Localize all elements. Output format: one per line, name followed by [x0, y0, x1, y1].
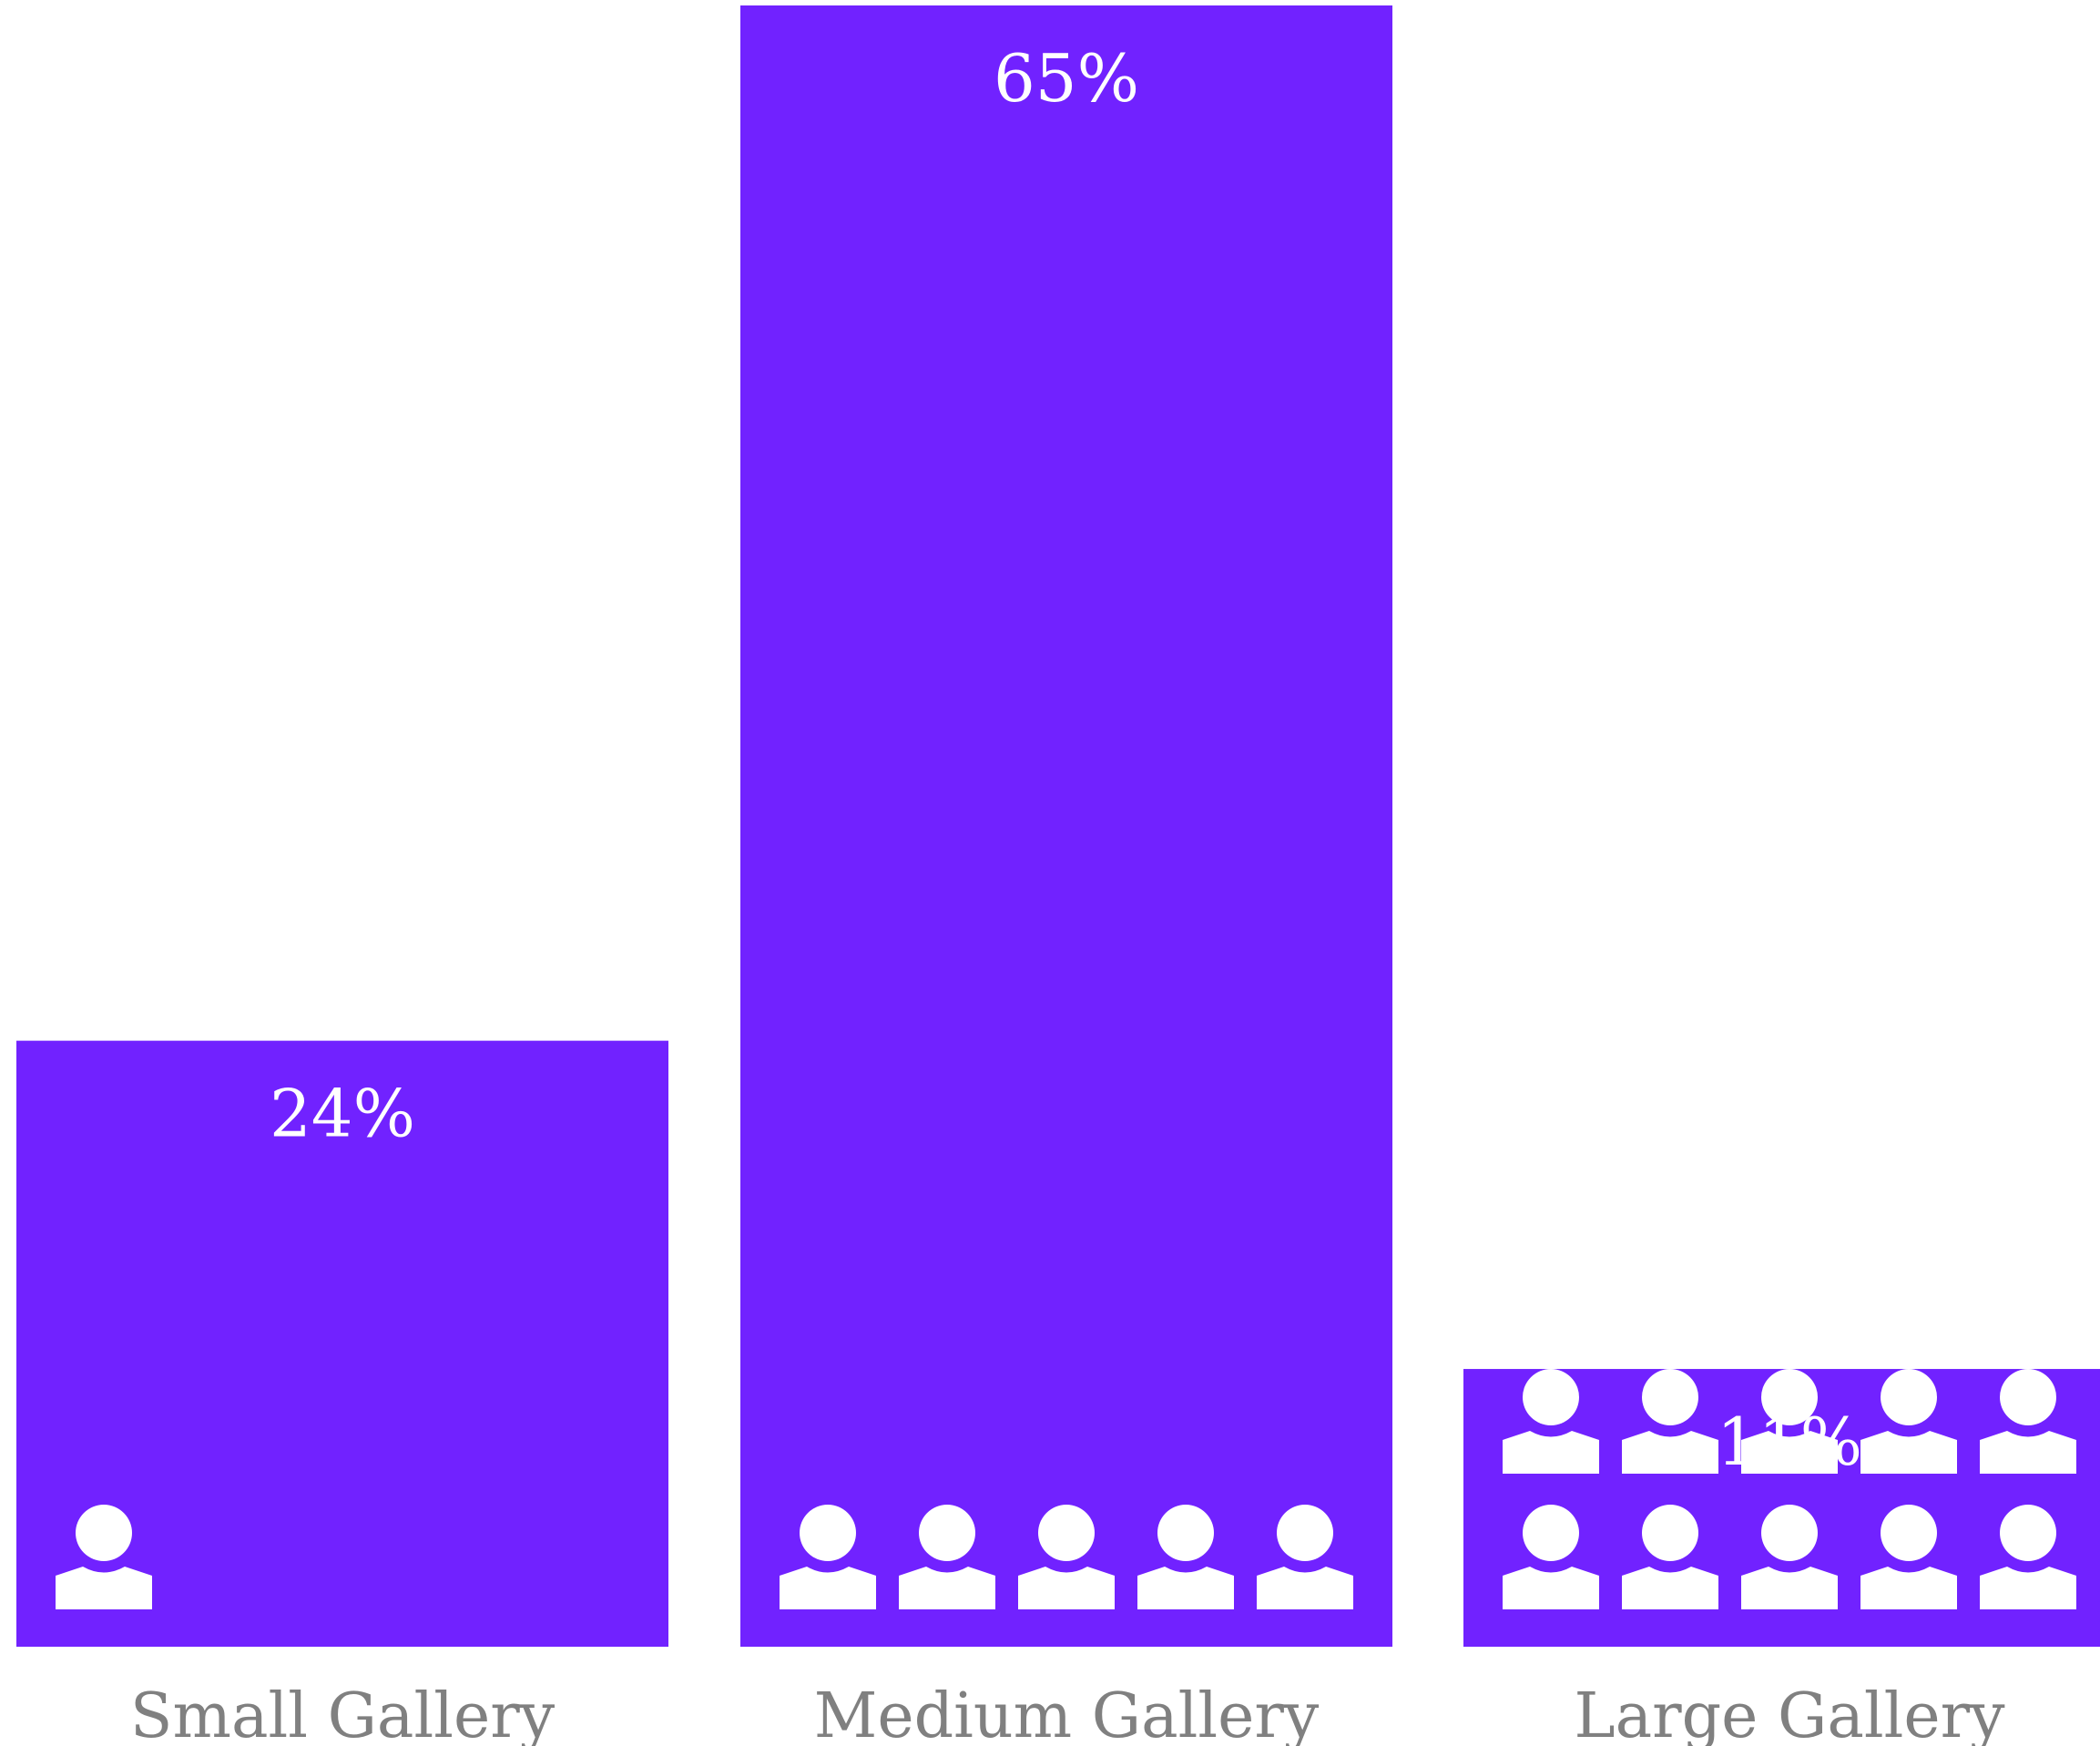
- bar-value-label: 24%: [270, 1076, 415, 1152]
- category-label: Medium Gallery: [814, 1680, 1320, 1746]
- person-icon-body: [1622, 1567, 1718, 1609]
- person-icon-head: [1277, 1505, 1333, 1561]
- person-icon: [1741, 1505, 1838, 1609]
- person-icon: [1860, 1505, 1957, 1609]
- person-icon-body: [899, 1567, 995, 1609]
- person-icon-body: [1257, 1567, 1353, 1609]
- person-icon: [1503, 1505, 1599, 1609]
- person-icon-body: [1741, 1431, 1838, 1474]
- person-icon-body: [1503, 1567, 1599, 1609]
- person-icon-head: [1881, 1505, 1937, 1561]
- person-icon-head: [800, 1505, 856, 1561]
- person-icon: [1137, 1505, 1234, 1609]
- person-icon-body: [780, 1567, 876, 1609]
- person-icon-head: [1761, 1505, 1818, 1561]
- person-icon-head: [1523, 1369, 1579, 1425]
- person-icon: [1860, 1369, 1957, 1474]
- person-icon: [1741, 1369, 1838, 1474]
- person-icon-head: [919, 1505, 975, 1561]
- person-icon-body: [1503, 1431, 1599, 1474]
- person-icon-head: [1157, 1505, 1214, 1561]
- person-icon-head: [1642, 1505, 1698, 1561]
- person-icon-head: [1761, 1369, 1818, 1425]
- person-icon: [1503, 1369, 1599, 1474]
- person-icon-body: [1980, 1567, 2076, 1609]
- person-icon: [780, 1505, 876, 1609]
- category-label: Small Gallery: [130, 1680, 556, 1746]
- person-icon-body: [1018, 1567, 1115, 1609]
- person-icon: [1257, 1505, 1353, 1609]
- person-icon-head: [1881, 1369, 1937, 1425]
- person-icon-body: [56, 1567, 152, 1609]
- person-icon-body: [1980, 1431, 2076, 1474]
- person-icon-head: [76, 1505, 132, 1561]
- person-icon-head: [1038, 1505, 1095, 1561]
- person-icon-body: [1860, 1431, 1957, 1474]
- person-icon: [1018, 1505, 1115, 1609]
- person-icon: [1622, 1505, 1718, 1609]
- person-icon-head: [1523, 1505, 1579, 1561]
- bar-group-2: 65% Medium Gallery: [740, 5, 1392, 1746]
- bar-value-label: 65%: [994, 40, 1139, 117]
- person-icon-body: [1137, 1567, 1234, 1609]
- person-icon: [1980, 1505, 2076, 1609]
- person-icon: [56, 1505, 152, 1609]
- person-icon-head: [2000, 1369, 2056, 1425]
- bar: [740, 5, 1392, 1647]
- person-icon-body: [1860, 1567, 1957, 1609]
- person-icon: [1980, 1369, 2076, 1474]
- bar-group-1: 24% Small Gallery: [16, 1040, 668, 1746]
- person-icon-head: [2000, 1505, 2056, 1561]
- person-icon-head: [1642, 1369, 1698, 1425]
- person-icon-body: [1741, 1567, 1838, 1609]
- person-icon: [1622, 1369, 1718, 1474]
- person-icon-body: [1622, 1431, 1718, 1474]
- bar-group-3: 11%Large Gallery: [1463, 1369, 2100, 1746]
- person-icon: [899, 1505, 995, 1609]
- category-label: Large Gallery: [1574, 1680, 2005, 1746]
